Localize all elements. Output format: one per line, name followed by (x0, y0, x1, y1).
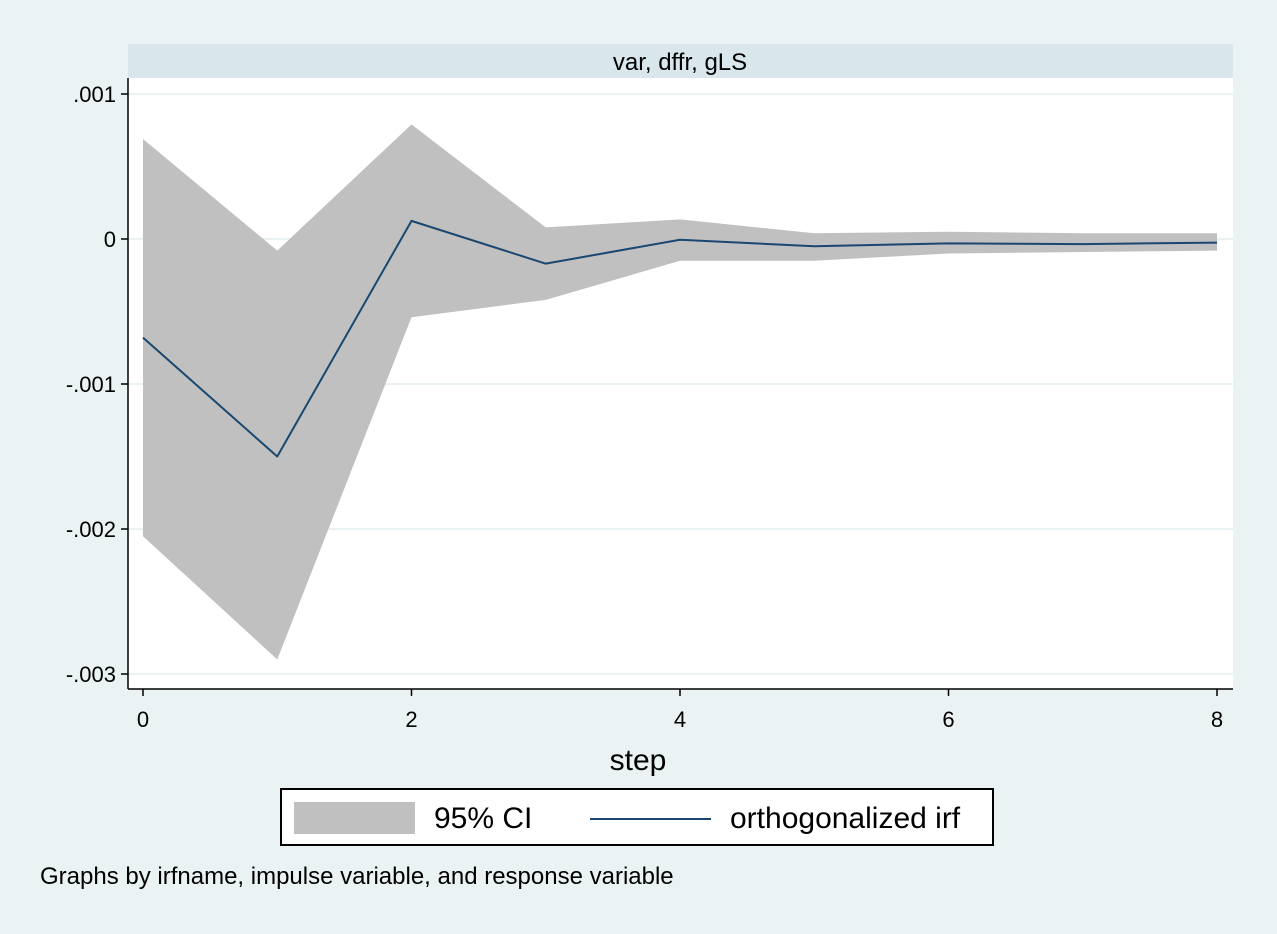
graph-note: Graphs by irfname, impulse variable, and… (40, 862, 674, 892)
y-tick-label: .001 (73, 82, 116, 107)
y-tick-label: -.003 (66, 662, 116, 687)
legend: 95% CI orthogonalized irf (280, 788, 994, 846)
y-tick-label: -.002 (66, 517, 116, 542)
x-tick-label: 0 (137, 707, 149, 732)
x-tick-label: 8 (1211, 707, 1223, 732)
legend-irf-label: orthogonalized irf (730, 802, 960, 836)
legend-ci-label: 95% CI (434, 802, 532, 836)
y-tick-label: -.001 (66, 372, 116, 397)
x-tick-label: 2 (405, 707, 417, 732)
panel-title: var, dffr, gLS (613, 49, 747, 76)
x-tick-label: 4 (674, 707, 686, 732)
x-tick-label: 6 (942, 707, 954, 732)
y-tick-label: 0 (104, 227, 116, 252)
legend-ci-swatch (294, 802, 415, 834)
x-axis-label: step (610, 744, 667, 777)
legend-irf-swatch (590, 818, 711, 820)
